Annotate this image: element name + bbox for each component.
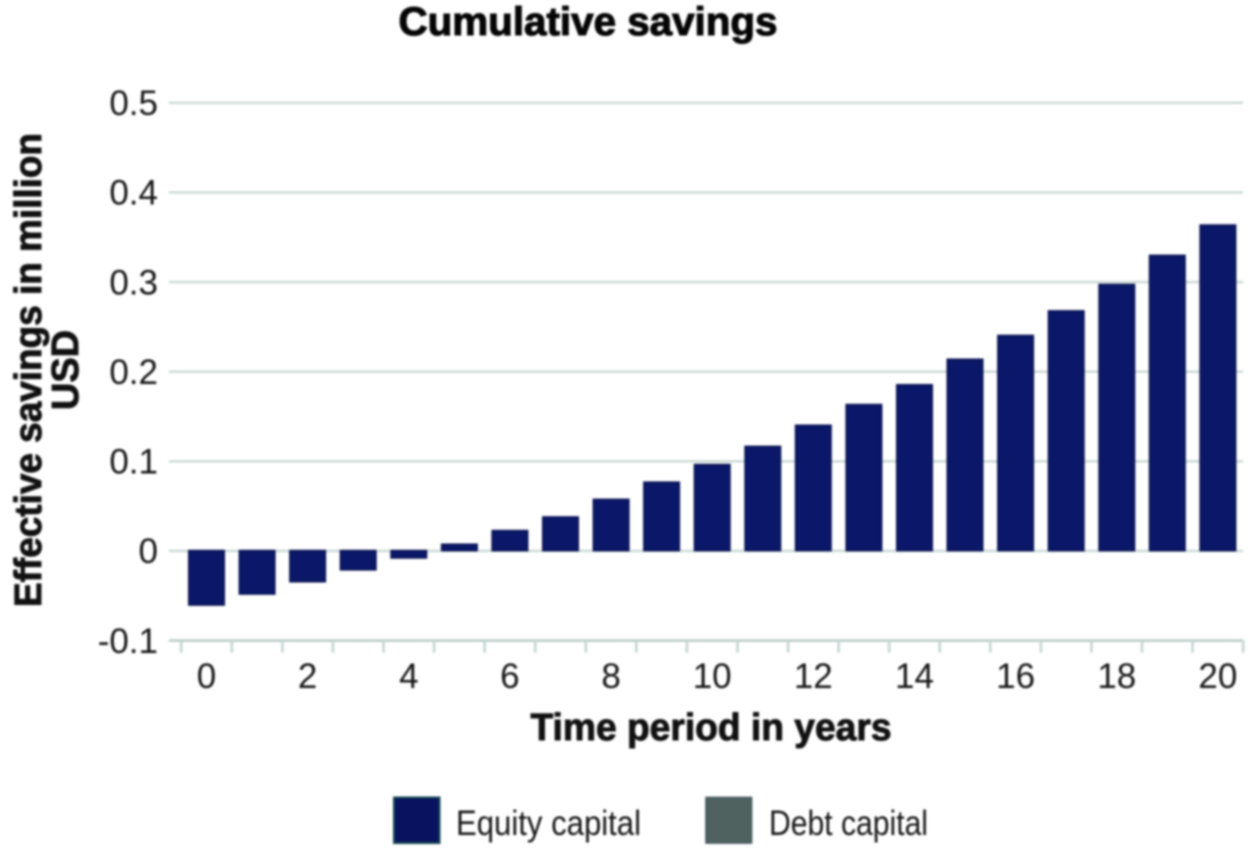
svg-text:Time period in years: Time period in years	[531, 707, 892, 749]
svg-text:2: 2	[298, 657, 317, 696]
svg-text:Cumulative savings: Cumulative savings	[399, 0, 778, 44]
svg-text:8: 8	[601, 657, 620, 696]
svg-text:0.4: 0.4	[109, 174, 158, 213]
svg-text:Equity capital: Equity capital	[456, 804, 641, 843]
svg-text:Effective savings in million: Effective savings in million	[8, 133, 50, 607]
svg-text:0.5: 0.5	[109, 84, 158, 123]
svg-text:12: 12	[794, 657, 833, 696]
svg-text:0.2: 0.2	[109, 353, 158, 392]
svg-text:14: 14	[895, 657, 934, 696]
svg-text:0: 0	[197, 657, 216, 696]
svg-text:6: 6	[500, 657, 519, 696]
svg-text:-0.1: -0.1	[98, 622, 158, 661]
svg-text:Debt capital: Debt capital	[769, 804, 928, 843]
svg-text:0.3: 0.3	[109, 263, 158, 302]
svg-text:10: 10	[693, 657, 732, 696]
svg-text:USD: USD	[45, 330, 87, 410]
svg-text:0.1: 0.1	[109, 443, 158, 482]
svg-text:16: 16	[996, 657, 1035, 696]
svg-text:18: 18	[1097, 657, 1136, 696]
svg-text:4: 4	[399, 657, 418, 696]
svg-text:0: 0	[139, 532, 158, 571]
svg-text:20: 20	[1198, 657, 1237, 696]
